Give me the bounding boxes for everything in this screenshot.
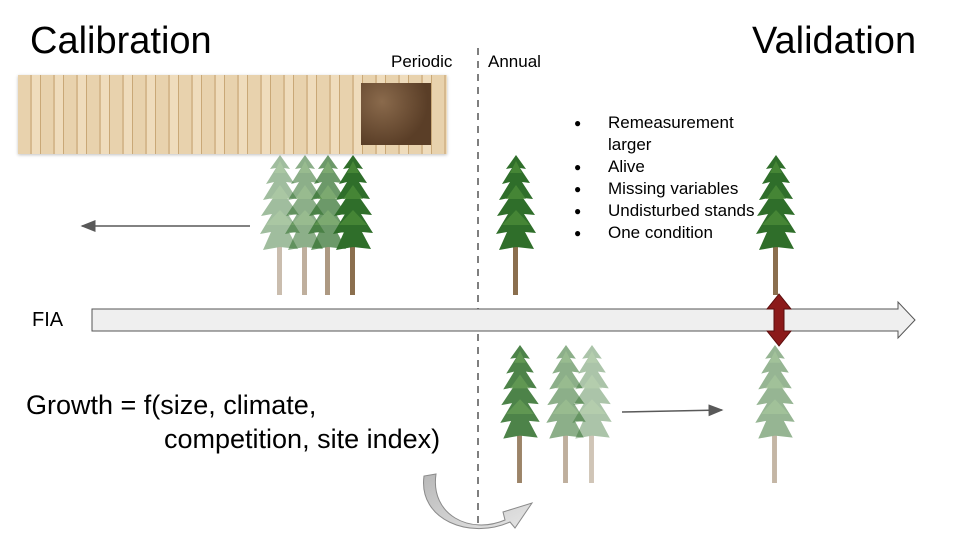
criteria-list: Remeasurement larger Alive Missing varia… [574, 112, 774, 244]
annual-label: Annual [488, 52, 541, 71]
validation-predicted-tree-icon [755, 345, 795, 483]
validation-title: Validation [752, 20, 917, 62]
fia-timeline-arrow [91, 300, 916, 340]
growth-formula-line2: competition, site index) [164, 424, 441, 454]
growth-formula-line1: Growth = f(size, climate, [26, 390, 317, 420]
annual-projection-tree-group [500, 345, 612, 483]
validation-double-arrow [765, 293, 793, 347]
annual-tree-icon [496, 155, 536, 295]
calibration-tree-group [260, 155, 373, 295]
fia-label: FIA [32, 309, 64, 331]
core-bark-end [361, 83, 431, 145]
criteria-item: One condition [574, 222, 774, 244]
projection-arrow [621, 404, 724, 417]
criteria-item: Undisturbed stands [574, 200, 774, 222]
periodic-label: Periodic [391, 52, 453, 71]
criteria-item: Alive [574, 156, 774, 178]
calibration-title: Calibration [30, 20, 212, 62]
criteria-item: Missing variables [574, 178, 774, 200]
curved-arrow-icon [423, 473, 534, 530]
criteria-item: Remeasurement larger [574, 112, 774, 156]
tree-core-sample-image [18, 75, 447, 154]
